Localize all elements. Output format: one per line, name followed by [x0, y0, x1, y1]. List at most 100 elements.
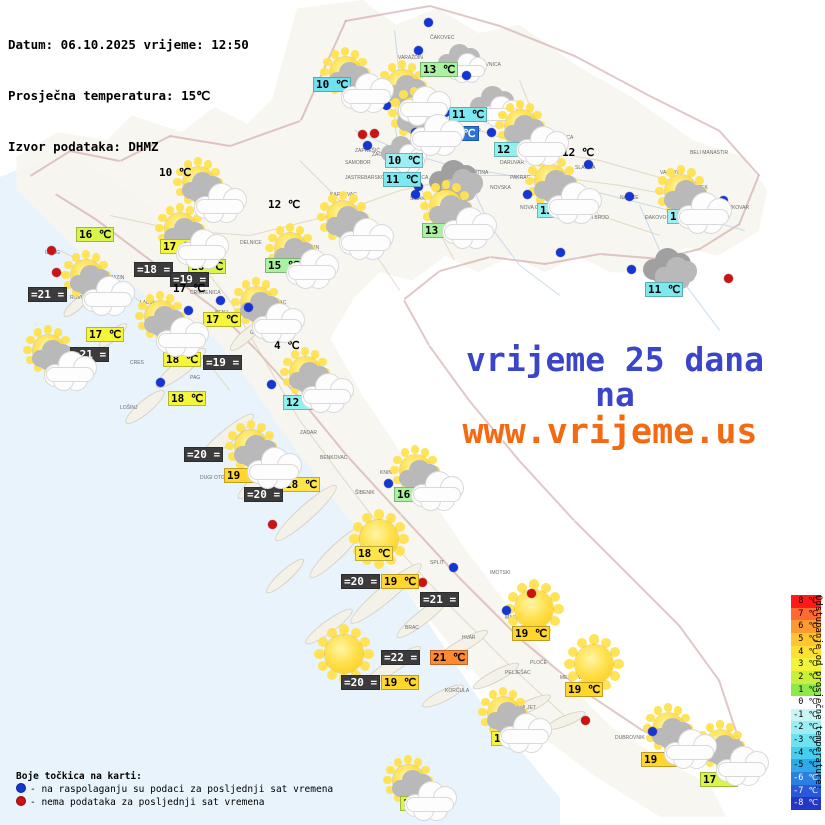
- sun-ray: [320, 201, 329, 211]
- sun-ray: [528, 165, 537, 175]
- sun-ray: [488, 725, 497, 734]
- map-place-label: PLOČE: [530, 660, 547, 666]
- sun-ray: [516, 582, 527, 593]
- sun-ray: [526, 103, 535, 112]
- scale-row: 1 ℃: [791, 683, 821, 697]
- sun-ray: [317, 212, 326, 222]
- map-place-label: ZADAR: [300, 430, 317, 436]
- sun-ray: [420, 201, 429, 211]
- sun-ray: [415, 70, 424, 79]
- sun-ray: [358, 57, 367, 66]
- map-place-label: LOŠINJ: [120, 405, 138, 411]
- weather-symbol: [173, 157, 247, 223]
- map-place-label: DELNICE: [240, 240, 262, 246]
- map-place-label: ZAPREŠIĆ: [355, 148, 381, 154]
- sun-ray: [398, 90, 408, 99]
- scale-row: -5 ℃: [791, 759, 821, 773]
- station-dot-blue: [449, 563, 458, 572]
- sun-ray: [349, 533, 360, 545]
- sun-ray: [166, 294, 175, 303]
- sun-ray: [391, 119, 400, 129]
- station-dot-blue: [648, 727, 657, 736]
- sun-ray: [535, 195, 545, 204]
- cloud-icon: [252, 298, 305, 343]
- cloud-icon: [411, 466, 464, 511]
- map-place-label: KORČULA: [445, 688, 470, 694]
- weather-symbol: [61, 250, 135, 316]
- map-place-label: LABIN: [140, 300, 155, 306]
- scale-row: -6 ℃: [791, 772, 821, 785]
- sun-ray: [330, 50, 339, 59]
- sun-ray: [360, 636, 371, 647]
- map-place-label: VUKOVAR: [725, 205, 750, 211]
- weather-symbol: [438, 40, 487, 84]
- temperature-label: =20 =: [341, 574, 381, 589]
- cloud-icon: [676, 187, 732, 234]
- temperature-label: 12 ℃: [562, 146, 595, 159]
- weather-symbol: [495, 100, 569, 166]
- sun-ray: [352, 521, 363, 532]
- sun-ray: [176, 167, 185, 176]
- sun-ray: [423, 190, 432, 200]
- sun-ray: [81, 250, 91, 259]
- station-dot-blue: [487, 128, 496, 137]
- weather-symbol: [643, 703, 717, 769]
- sun-ray: [338, 624, 350, 635]
- station-dot-blue: [411, 190, 420, 199]
- sun-ray: [516, 697, 525, 706]
- sun-ray: [64, 281, 73, 290]
- weather-symbol: [381, 132, 428, 173]
- sun-ray: [280, 367, 289, 377]
- map-place-label: CRES: [130, 360, 144, 366]
- watermark-site-url[interactable]: www.vrijeme.us: [462, 412, 758, 452]
- weather-symbol: [280, 347, 354, 413]
- sun-ray: [363, 648, 374, 660]
- sun-disc: [325, 635, 363, 673]
- sun-ray: [235, 460, 245, 469]
- sun-ray: [231, 297, 240, 307]
- cloud-base: [288, 264, 336, 281]
- map-place-label: CRIKVENICA: [190, 290, 221, 296]
- sun-ray: [550, 616, 561, 627]
- sun-ray: [421, 765, 430, 774]
- temperature-label: =22 =: [381, 650, 421, 665]
- temperature-label: 12 ℃: [268, 198, 301, 211]
- sun-ray: [361, 512, 372, 523]
- weather-symbol: [383, 755, 457, 821]
- sun-ray: [138, 301, 147, 310]
- sun-ray: [410, 445, 420, 454]
- scale-row: 7 ℃: [791, 607, 821, 621]
- scale-row: -3 ℃: [791, 734, 821, 747]
- sun-ray: [478, 707, 487, 717]
- sun-ray: [387, 63, 396, 72]
- sun-ray: [265, 430, 274, 440]
- temperature-label: =20 =: [244, 487, 284, 502]
- sun-ray: [395, 546, 406, 557]
- cloud-base: [411, 130, 463, 147]
- sun-ray: [541, 582, 552, 593]
- sun-ray: [414, 758, 423, 767]
- sun-ray: [138, 322, 147, 331]
- header-average-temperature: Prosječna temperatura: 15℃: [8, 88, 211, 103]
- sun-ray: [300, 347, 310, 356]
- cloud-icon: [664, 724, 717, 769]
- sun-ray: [665, 168, 675, 177]
- cloud-base: [303, 388, 351, 405]
- sun-ray: [553, 603, 564, 615]
- sun-ray: [528, 579, 540, 590]
- legend-title: Boje točkica na karti:: [16, 771, 142, 782]
- sun-ray: [733, 730, 742, 739]
- map-place-label: SISAK: [410, 196, 425, 202]
- cloud-icon: [716, 741, 769, 786]
- sun-ray: [265, 243, 274, 253]
- map-place-label: ROVINJ: [70, 295, 89, 301]
- sun-ray: [285, 223, 295, 232]
- cloud-base: [158, 332, 206, 349]
- map-place-label: MLJET: [520, 705, 536, 711]
- cloud-icon: [516, 121, 569, 166]
- map-place-label: PAG: [190, 375, 201, 381]
- sun-ray: [155, 223, 164, 233]
- sun-ray: [211, 167, 220, 176]
- legend-dot-blue: [16, 783, 26, 793]
